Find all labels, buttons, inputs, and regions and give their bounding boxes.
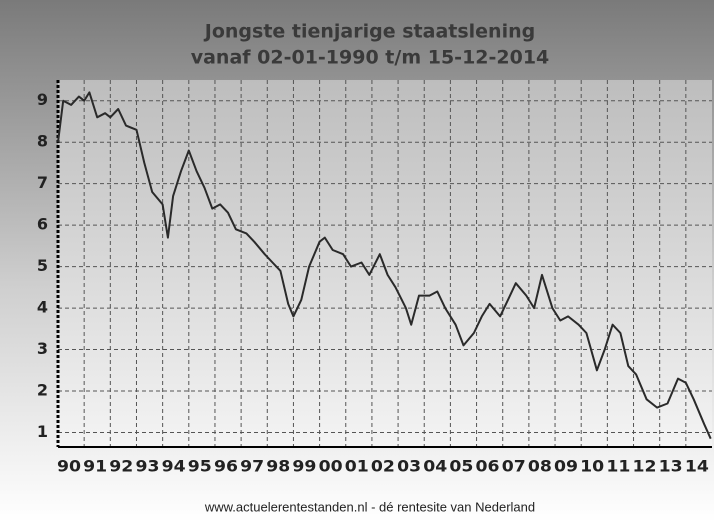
x-tick-label: 08 [528,457,552,476]
y-tick-label: 2 [37,381,48,400]
x-tick-label: 00 [319,457,343,476]
x-tick-label: 03 [397,457,421,476]
x-tick-label: 02 [371,457,395,476]
chart-title: Jongste tienjarige staatslening [203,21,535,43]
x-tick-label: 96 [214,457,238,476]
x-tick-label: 90 [57,457,81,476]
y-tick-label: 3 [37,339,48,358]
x-tick-label: 97 [240,457,264,476]
x-tick-label: 95 [188,457,212,476]
x-tick-label: 99 [292,457,316,476]
series-line [57,91,712,440]
chart-subtitle: vanaf 02-01-1990 t/m 15-12-2014 [191,47,550,69]
y-tick-label: 5 [37,256,48,275]
x-tick-label: 10 [580,457,604,476]
x-tick-label: 98 [266,457,290,476]
x-tick-label: 94 [162,457,186,476]
x-tick-label: 91 [83,457,107,476]
y-tick-label: 7 [37,173,48,192]
x-tick-label: 11 [606,457,630,476]
x-tick-label: 07 [502,457,526,476]
plot-area [58,80,712,447]
x-tick-label: 09 [554,457,578,476]
y-tick-label: 1 [37,422,48,441]
x-tick-label: 06 [476,457,500,476]
x-tick-label: 93 [135,457,159,476]
x-tick-label: 04 [423,457,447,476]
x-tick-label: 14 [685,457,709,476]
y-tick-label: 6 [37,215,48,234]
footer: www.actuelerentestanden.nl - dé rentesit… [204,499,535,514]
x-tick-label: 05 [449,457,473,476]
x-tick-label: 12 [633,457,657,476]
x-tick-label: 92 [109,457,133,476]
x-tick-label: 01 [345,457,369,476]
y-tick-label: 9 [37,90,48,109]
y-tick-label: 4 [37,298,48,317]
x-tick-label: 13 [659,457,683,476]
y-tick-label: 8 [37,132,48,151]
